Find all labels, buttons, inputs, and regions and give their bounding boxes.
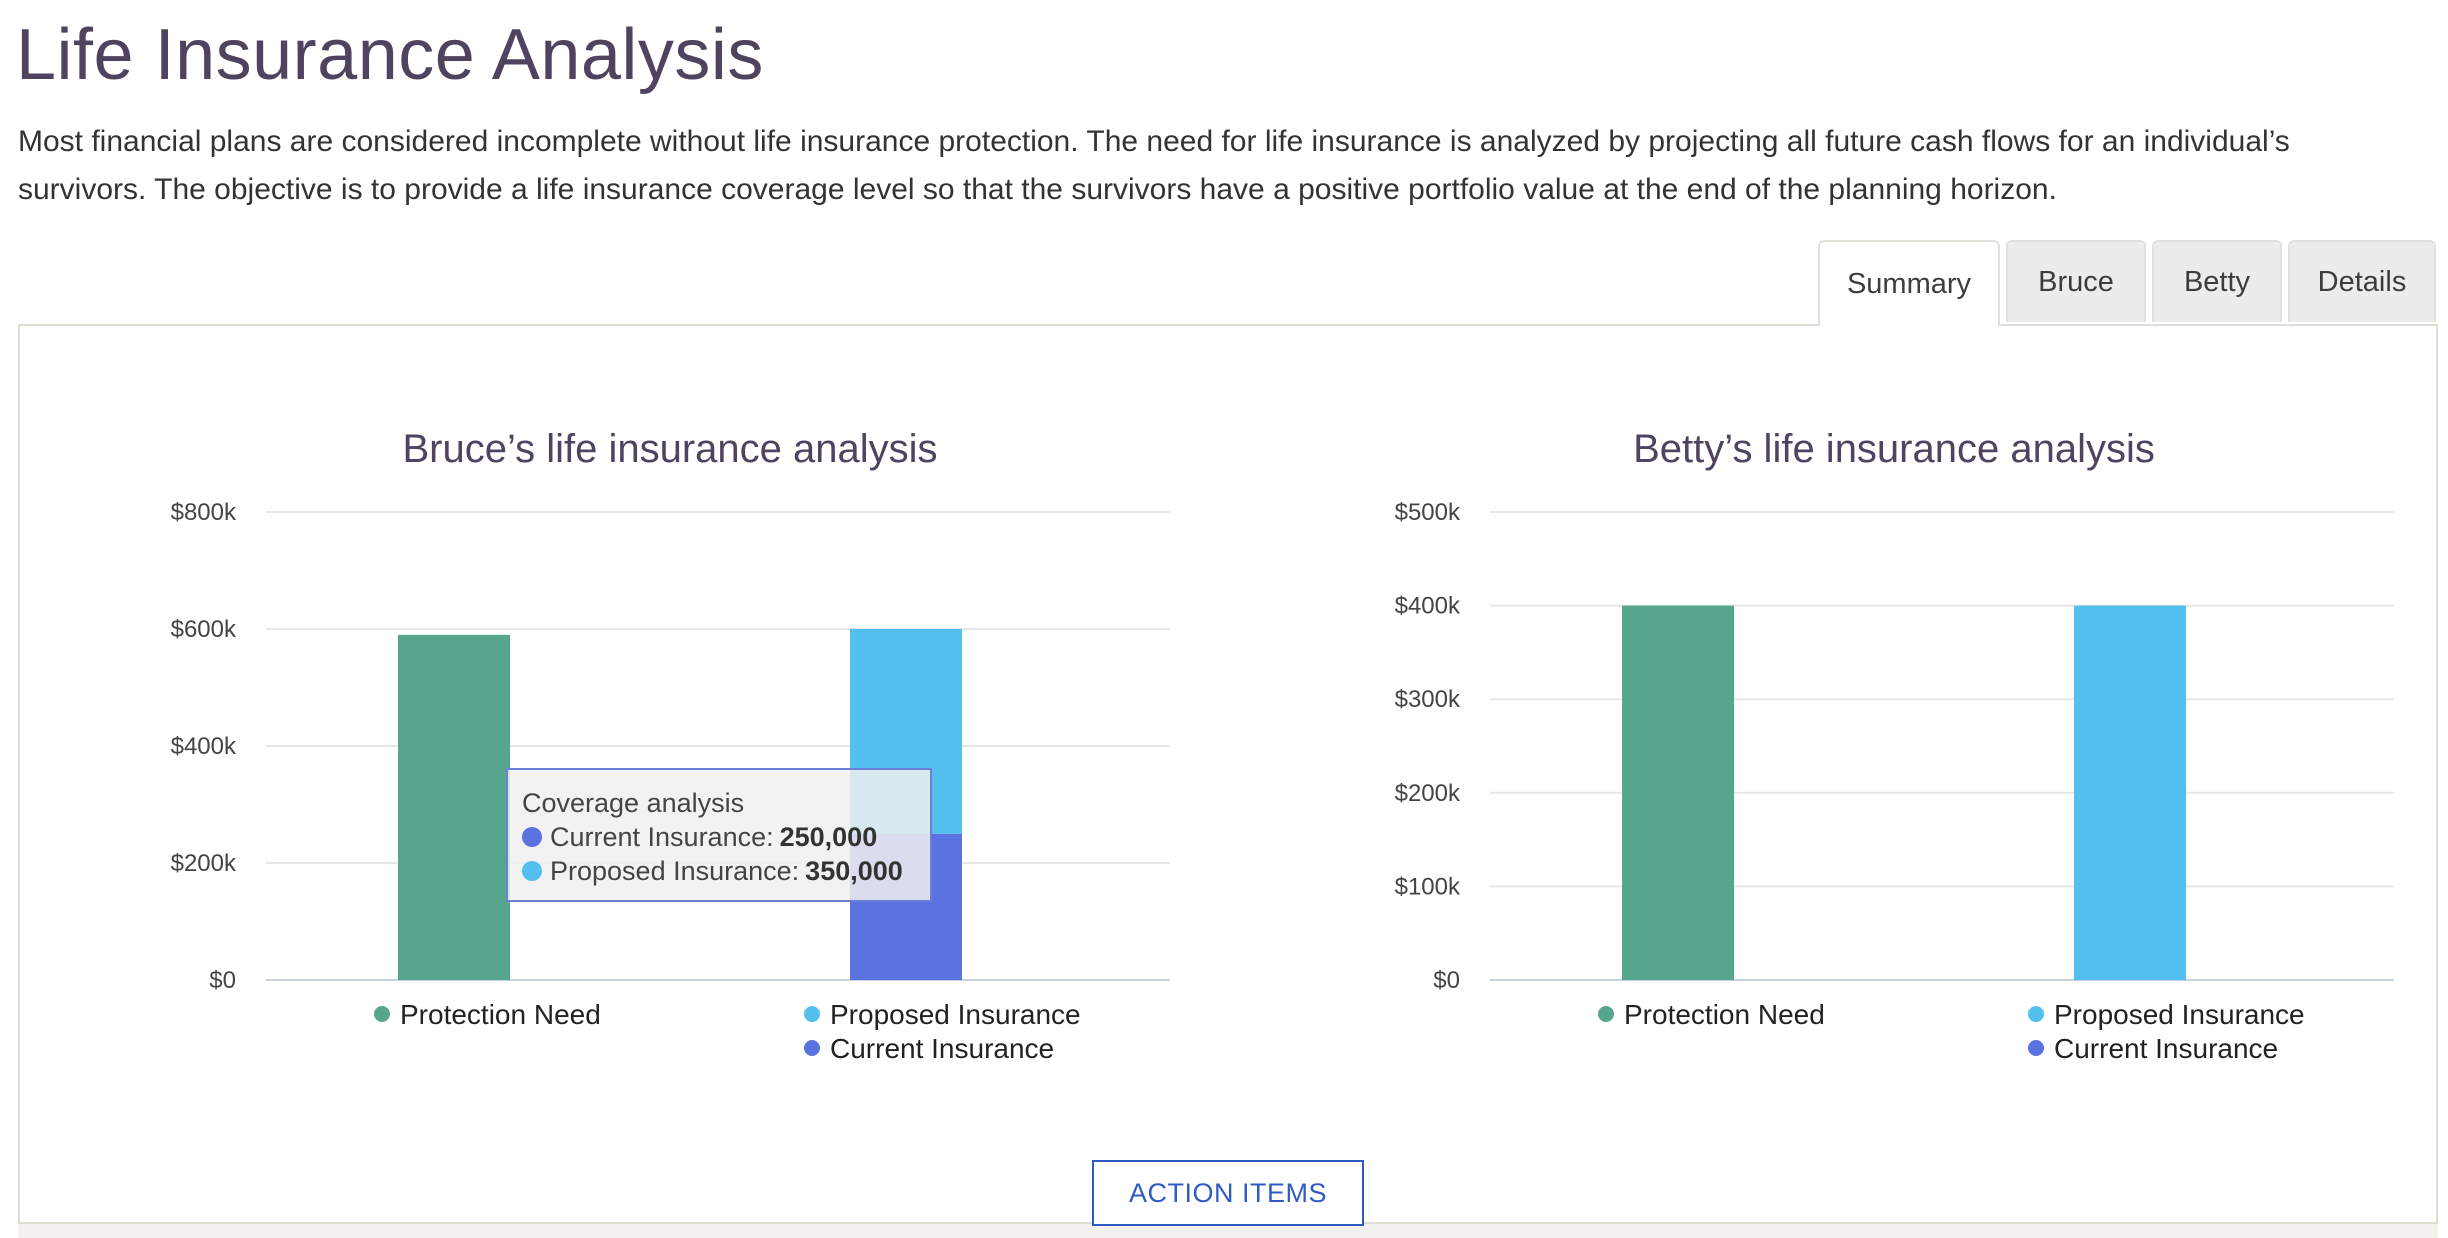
y-tick-label: $0 (209, 967, 236, 994)
tab-betty[interactable]: Betty (2152, 240, 2282, 322)
legend-proposed-insurance[interactable]: Proposed Insurance (2054, 999, 2305, 1030)
bar-protection-need[interactable] (398, 634, 510, 980)
y-tick-label: $100k (1395, 873, 1461, 900)
y-tick-label: $500k (1395, 499, 1461, 526)
legend-current-insurance[interactable]: Current Insurance (830, 1033, 1054, 1064)
tooltip-label-current: Current Insurance: (550, 822, 774, 852)
tooltip-row-current: Current Insurance: 250,000 (522, 820, 930, 854)
betty-chart: Betty’s life insurance analysis $0 $100k $2… (1395, 427, 2394, 1064)
bar-proposed-insurance[interactable] (2074, 605, 2186, 980)
legend-marker-current-insurance (804, 1040, 820, 1056)
tab-details[interactable]: Details (2288, 240, 2436, 322)
y-tick-label: $600k (171, 616, 237, 643)
bruce-chart: Bruce’s life insurance analysis $0 $200k $4… (171, 427, 1170, 1064)
chart-title: Betty’s life insurance analysis (1633, 427, 2155, 471)
legend-marker-protection-need (1598, 1006, 1614, 1022)
tooltip-value-current: 250,000 (779, 822, 878, 852)
legend-marker-current-insurance (2028, 1040, 2044, 1056)
legend-protection-need[interactable]: Protection Need (1624, 999, 1825, 1030)
tab-bruce[interactable]: Bruce (2006, 240, 2146, 322)
legend-marker-proposed-insurance (2028, 1006, 2044, 1022)
tooltip-dot-proposed (522, 861, 542, 881)
bar-protection-need[interactable] (1622, 605, 1734, 980)
tooltip-row-proposed: Proposed Insurance: 350,000 (522, 854, 930, 888)
tooltip-label-proposed: Proposed Insurance: (550, 856, 800, 886)
y-tick-label: $400k (171, 733, 237, 760)
page-title: Life Insurance Analysis (16, 15, 764, 95)
tab-summary[interactable]: Summary (1818, 240, 2000, 326)
legend-marker-proposed-insurance (804, 1006, 820, 1022)
y-tick-label: $200k (171, 850, 237, 877)
y-tick-label: $800k (171, 499, 237, 526)
tooltip-value-proposed: 350,000 (805, 856, 903, 886)
legend-marker-protection-need (374, 1006, 390, 1022)
y-tick-label: $0 (1433, 967, 1460, 994)
intro-paragraph: Most financial plans are considered inco… (18, 125, 2290, 206)
legend-proposed-insurance[interactable]: Proposed Insurance (830, 999, 1081, 1030)
chart-title: Bruce’s life insurance analysis (402, 427, 937, 471)
tooltip-title: Coverage analysis (522, 788, 745, 818)
action-items-button[interactable]: ACTION ITEMS (1092, 1160, 1364, 1226)
y-tick-label: $200k (1395, 780, 1461, 807)
legend-protection-need[interactable]: Protection Need (400, 999, 601, 1030)
legend-current-insurance[interactable]: Current Insurance (2054, 1033, 2278, 1064)
y-tick-label: $300k (1395, 686, 1461, 713)
y-tick-label: $400k (1395, 593, 1461, 620)
coverage-tooltip: Coverage analysis Current Insurance: 250… (506, 768, 932, 902)
tooltip-dot-current (522, 827, 542, 847)
